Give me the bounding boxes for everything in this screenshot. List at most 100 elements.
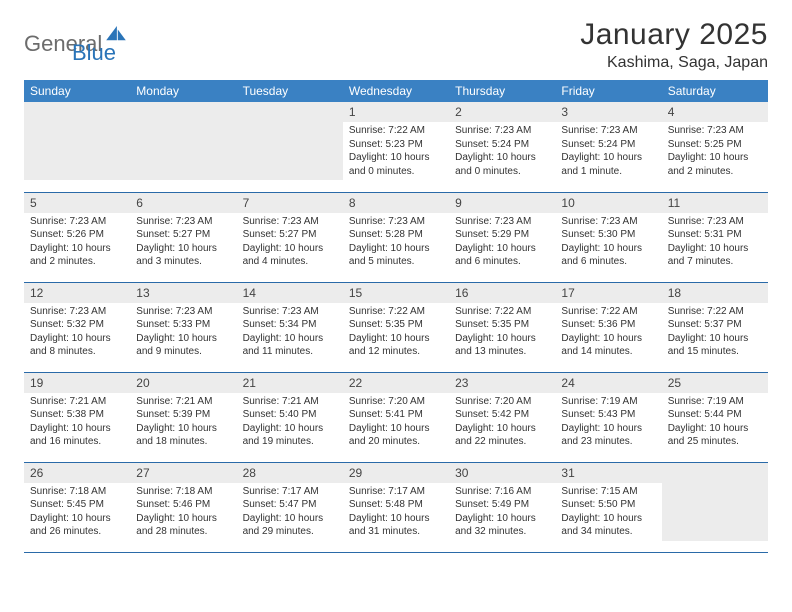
day-details: Sunrise: 7:22 AMSunset: 5:37 PMDaylight:… xyxy=(662,303,768,363)
calendar-day-cell: 5Sunrise: 7:23 AMSunset: 5:26 PMDaylight… xyxy=(24,192,130,282)
calendar-day-cell: 9Sunrise: 7:23 AMSunset: 5:29 PMDaylight… xyxy=(449,192,555,282)
day-details: Sunrise: 7:22 AMSunset: 5:35 PMDaylight:… xyxy=(343,303,449,363)
day-number: 29 xyxy=(343,463,449,483)
day-details: Sunrise: 7:21 AMSunset: 5:38 PMDaylight:… xyxy=(24,393,130,453)
day-details: Sunrise: 7:23 AMSunset: 5:30 PMDaylight:… xyxy=(555,213,661,273)
day-details: Sunrise: 7:21 AMSunset: 5:40 PMDaylight:… xyxy=(237,393,343,453)
calendar-day-cell: 2Sunrise: 7:23 AMSunset: 5:24 PMDaylight… xyxy=(449,102,555,192)
calendar-day-cell: 11Sunrise: 7:23 AMSunset: 5:31 PMDayligh… xyxy=(662,192,768,282)
day-details: Sunrise: 7:22 AMSunset: 5:23 PMDaylight:… xyxy=(343,122,449,182)
day-details: Sunrise: 7:19 AMSunset: 5:43 PMDaylight:… xyxy=(555,393,661,453)
day-number: 30 xyxy=(449,463,555,483)
day-number: 18 xyxy=(662,283,768,303)
logo: General Blue xyxy=(24,18,127,64)
calendar-day-cell: 13Sunrise: 7:23 AMSunset: 5:33 PMDayligh… xyxy=(130,282,236,372)
day-number: 26 xyxy=(24,463,130,483)
calendar-day-cell: 4Sunrise: 7:23 AMSunset: 5:25 PMDaylight… xyxy=(662,102,768,192)
calendar-day-cell: 14Sunrise: 7:23 AMSunset: 5:34 PMDayligh… xyxy=(237,282,343,372)
day-number xyxy=(130,102,236,122)
calendar-day-cell: 6Sunrise: 7:23 AMSunset: 5:27 PMDaylight… xyxy=(130,192,236,282)
day-number: 19 xyxy=(24,373,130,393)
weekday-header-cell: Friday xyxy=(555,80,661,102)
calendar-day-cell: 7Sunrise: 7:23 AMSunset: 5:27 PMDaylight… xyxy=(237,192,343,282)
day-number: 27 xyxy=(130,463,236,483)
calendar-day-cell: 22Sunrise: 7:20 AMSunset: 5:41 PMDayligh… xyxy=(343,372,449,462)
day-details: Sunrise: 7:18 AMSunset: 5:46 PMDaylight:… xyxy=(130,483,236,543)
day-details: Sunrise: 7:17 AMSunset: 5:48 PMDaylight:… xyxy=(343,483,449,543)
day-number: 20 xyxy=(130,373,236,393)
day-number: 16 xyxy=(449,283,555,303)
day-number: 24 xyxy=(555,373,661,393)
calendar-day-cell: 10Sunrise: 7:23 AMSunset: 5:30 PMDayligh… xyxy=(555,192,661,282)
calendar-day-cell: 15Sunrise: 7:22 AMSunset: 5:35 PMDayligh… xyxy=(343,282,449,372)
weekday-header-cell: Saturday xyxy=(662,80,768,102)
location: Kashima, Saga, Japan xyxy=(580,54,768,72)
calendar-page: General Blue January 2025 Kashima, Saga,… xyxy=(0,0,792,563)
day-details: Sunrise: 7:23 AMSunset: 5:32 PMDaylight:… xyxy=(24,303,130,363)
calendar-week-row: 5Sunrise: 7:23 AMSunset: 5:26 PMDaylight… xyxy=(24,192,768,282)
day-number: 3 xyxy=(555,102,661,122)
calendar-day-cell: 3Sunrise: 7:23 AMSunset: 5:24 PMDaylight… xyxy=(555,102,661,192)
calendar-day-cell: 19Sunrise: 7:21 AMSunset: 5:38 PMDayligh… xyxy=(24,372,130,462)
calendar-day-cell xyxy=(130,102,236,192)
day-number: 15 xyxy=(343,283,449,303)
day-number xyxy=(24,102,130,122)
calendar-day-cell: 20Sunrise: 7:21 AMSunset: 5:39 PMDayligh… xyxy=(130,372,236,462)
day-details: Sunrise: 7:17 AMSunset: 5:47 PMDaylight:… xyxy=(237,483,343,543)
calendar-day-cell: 12Sunrise: 7:23 AMSunset: 5:32 PMDayligh… xyxy=(24,282,130,372)
day-details: Sunrise: 7:23 AMSunset: 5:33 PMDaylight:… xyxy=(130,303,236,363)
calendar-day-cell: 16Sunrise: 7:22 AMSunset: 5:35 PMDayligh… xyxy=(449,282,555,372)
day-details: Sunrise: 7:23 AMSunset: 5:26 PMDaylight:… xyxy=(24,213,130,273)
day-details: Sunrise: 7:20 AMSunset: 5:41 PMDaylight:… xyxy=(343,393,449,453)
calendar-day-cell: 17Sunrise: 7:22 AMSunset: 5:36 PMDayligh… xyxy=(555,282,661,372)
day-details xyxy=(662,483,768,541)
day-details: Sunrise: 7:15 AMSunset: 5:50 PMDaylight:… xyxy=(555,483,661,543)
calendar-day-cell: 18Sunrise: 7:22 AMSunset: 5:37 PMDayligh… xyxy=(662,282,768,372)
calendar-week-row: 19Sunrise: 7:21 AMSunset: 5:38 PMDayligh… xyxy=(24,372,768,462)
day-number: 6 xyxy=(130,193,236,213)
day-details: Sunrise: 7:23 AMSunset: 5:25 PMDaylight:… xyxy=(662,122,768,182)
day-details: Sunrise: 7:23 AMSunset: 5:27 PMDaylight:… xyxy=(130,213,236,273)
calendar-day-cell: 27Sunrise: 7:18 AMSunset: 5:46 PMDayligh… xyxy=(130,462,236,552)
calendar-day-cell: 26Sunrise: 7:18 AMSunset: 5:45 PMDayligh… xyxy=(24,462,130,552)
day-number: 22 xyxy=(343,373,449,393)
calendar-day-cell: 25Sunrise: 7:19 AMSunset: 5:44 PMDayligh… xyxy=(662,372,768,462)
day-number: 21 xyxy=(237,373,343,393)
calendar-week-row: 12Sunrise: 7:23 AMSunset: 5:32 PMDayligh… xyxy=(24,282,768,372)
calendar-day-cell: 30Sunrise: 7:16 AMSunset: 5:49 PMDayligh… xyxy=(449,462,555,552)
calendar-day-cell: 23Sunrise: 7:20 AMSunset: 5:42 PMDayligh… xyxy=(449,372,555,462)
calendar-table: SundayMondayTuesdayWednesdayThursdayFrid… xyxy=(24,80,768,553)
day-details: Sunrise: 7:23 AMSunset: 5:27 PMDaylight:… xyxy=(237,213,343,273)
day-details: Sunrise: 7:22 AMSunset: 5:35 PMDaylight:… xyxy=(449,303,555,363)
day-details: Sunrise: 7:21 AMSunset: 5:39 PMDaylight:… xyxy=(130,393,236,453)
day-number: 11 xyxy=(662,193,768,213)
month-title: January 2025 xyxy=(580,18,768,52)
weekday-header-cell: Tuesday xyxy=(237,80,343,102)
day-details: Sunrise: 7:23 AMSunset: 5:28 PMDaylight:… xyxy=(343,213,449,273)
day-details xyxy=(130,122,236,180)
header: General Blue January 2025 Kashima, Saga,… xyxy=(24,18,768,72)
day-details xyxy=(237,122,343,180)
calendar-day-cell: 31Sunrise: 7:15 AMSunset: 5:50 PMDayligh… xyxy=(555,462,661,552)
day-number: 31 xyxy=(555,463,661,483)
day-details: Sunrise: 7:23 AMSunset: 5:31 PMDaylight:… xyxy=(662,213,768,273)
calendar-week-row: 26Sunrise: 7:18 AMSunset: 5:45 PMDayligh… xyxy=(24,462,768,552)
day-number: 5 xyxy=(24,193,130,213)
weekday-header-cell: Thursday xyxy=(449,80,555,102)
day-number xyxy=(237,102,343,122)
day-number: 14 xyxy=(237,283,343,303)
day-details xyxy=(24,122,130,180)
day-details: Sunrise: 7:18 AMSunset: 5:45 PMDaylight:… xyxy=(24,483,130,543)
calendar-day-cell: 21Sunrise: 7:21 AMSunset: 5:40 PMDayligh… xyxy=(237,372,343,462)
day-details: Sunrise: 7:23 AMSunset: 5:29 PMDaylight:… xyxy=(449,213,555,273)
day-details: Sunrise: 7:19 AMSunset: 5:44 PMDaylight:… xyxy=(662,393,768,453)
day-details: Sunrise: 7:20 AMSunset: 5:42 PMDaylight:… xyxy=(449,393,555,453)
weekday-header: SundayMondayTuesdayWednesdayThursdayFrid… xyxy=(24,80,768,102)
calendar-day-cell xyxy=(662,462,768,552)
day-details: Sunrise: 7:23 AMSunset: 5:34 PMDaylight:… xyxy=(237,303,343,363)
calendar-day-cell: 8Sunrise: 7:23 AMSunset: 5:28 PMDaylight… xyxy=(343,192,449,282)
day-number: 8 xyxy=(343,193,449,213)
day-details: Sunrise: 7:16 AMSunset: 5:49 PMDaylight:… xyxy=(449,483,555,543)
weekday-header-cell: Monday xyxy=(130,80,236,102)
day-details: Sunrise: 7:22 AMSunset: 5:36 PMDaylight:… xyxy=(555,303,661,363)
